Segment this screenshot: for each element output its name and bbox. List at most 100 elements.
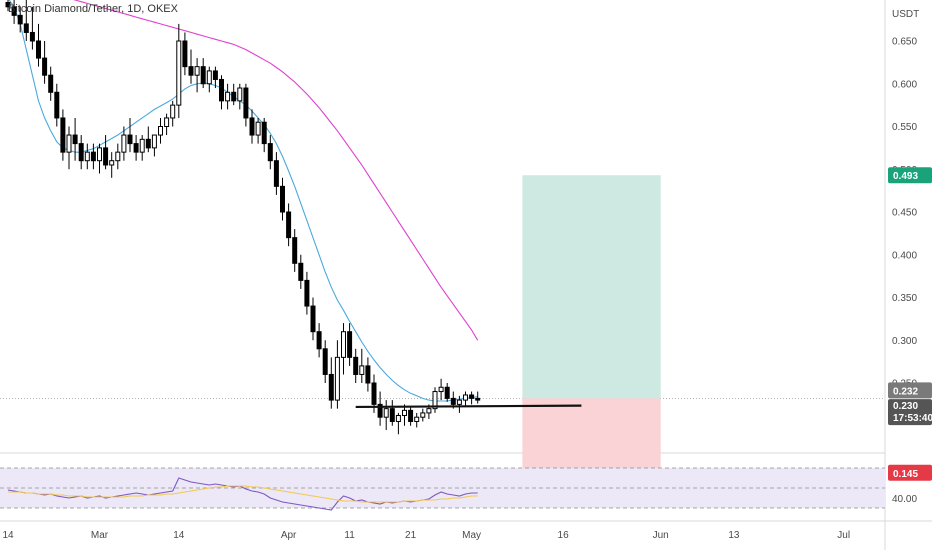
candle-body [29, 31, 35, 42]
support-line[interactable] [355, 404, 582, 409]
candle [432, 387, 438, 413]
candle-body [249, 117, 255, 136]
candle-body [23, 23, 29, 33]
candle-body [420, 412, 426, 418]
candle-body [255, 121, 261, 136]
candle-body [90, 151, 96, 162]
countdown-label: 17:53:40 [893, 413, 932, 424]
candle-body [328, 373, 334, 401]
candle [212, 66, 218, 89]
price-tick-label: 0.300 [892, 336, 917, 347]
candle-body [145, 138, 151, 149]
candle-body [11, 6, 17, 16]
candle [383, 400, 389, 431]
candle-body [316, 331, 322, 350]
candle [444, 383, 450, 402]
candle-body [243, 87, 249, 119]
candle [408, 406, 414, 426]
candle [353, 348, 359, 383]
candle-body [139, 138, 145, 153]
time-tick-label: Apr [281, 530, 297, 541]
price-badge-label: 0.232 [893, 386, 918, 397]
candle-body [280, 185, 285, 213]
candle [72, 117, 78, 161]
candle [182, 32, 188, 76]
candle-body [127, 134, 133, 145]
candle-body [426, 408, 432, 414]
time-tick-label: Jul [837, 530, 850, 541]
candle [164, 113, 170, 136]
candle-body [414, 416, 420, 422]
candle-body [48, 74, 54, 93]
candle-body [237, 87, 243, 102]
candle [115, 143, 121, 170]
candle [133, 135, 139, 161]
chart-title: Bitcoin Diamond/Tether, 1D, OKEX [8, 3, 179, 15]
price-badge [888, 167, 932, 184]
candle [365, 357, 371, 392]
long-position-tool[interactable] [522, 175, 661, 473]
candle [36, 23, 41, 67]
candle [200, 58, 206, 89]
candle-body [450, 397, 456, 405]
candle [310, 297, 316, 341]
candle [377, 391, 383, 426]
candle [414, 412, 420, 428]
ma-slow-line [73, 0, 479, 341]
candle-body [292, 237, 298, 264]
candle-body [304, 279, 310, 307]
candle [206, 66, 212, 93]
candle [286, 203, 292, 247]
candle-body [432, 391, 438, 410]
candle-body [200, 66, 206, 85]
candle [420, 408, 426, 422]
candle-body [206, 70, 212, 85]
candle [341, 323, 346, 375]
candle [475, 391, 481, 404]
candle-body [103, 147, 109, 166]
candle [243, 83, 249, 127]
candle [255, 117, 261, 144]
target-zone[interactable] [522, 175, 661, 399]
candle [42, 41, 48, 84]
candle [48, 66, 54, 101]
candle-body [17, 14, 23, 25]
candle [334, 340, 340, 409]
candle [273, 152, 279, 195]
candle [194, 58, 200, 93]
stop-zone[interactable] [522, 398, 661, 473]
candle-body [84, 151, 90, 162]
candle [402, 404, 407, 426]
candle-body [194, 66, 200, 76]
candle-body [212, 70, 218, 80]
candle-body [334, 356, 340, 401]
candle-body [72, 134, 78, 145]
candle-body [231, 91, 237, 102]
candle-body [60, 117, 66, 153]
candle [267, 135, 273, 170]
candle [280, 177, 285, 221]
candle [463, 391, 468, 407]
candle-body [469, 394, 475, 399]
price-tick-label: 0.550 [892, 122, 917, 133]
candle-body [286, 211, 292, 239]
candle [389, 400, 395, 426]
support-trendline[interactable] [355, 404, 582, 409]
time-tick-label: 14 [173, 530, 185, 541]
candle [316, 323, 322, 358]
candle [304, 271, 310, 315]
candle-body [395, 414, 401, 422]
candle [292, 229, 298, 272]
candle [121, 126, 127, 161]
candle [359, 348, 365, 383]
candle [469, 391, 475, 405]
ma-fast-line [8, 0, 478, 402]
price-badge [888, 382, 932, 399]
candle [54, 83, 60, 127]
candle [395, 412, 401, 435]
candle-body [36, 40, 41, 59]
candle-body [170, 104, 176, 119]
